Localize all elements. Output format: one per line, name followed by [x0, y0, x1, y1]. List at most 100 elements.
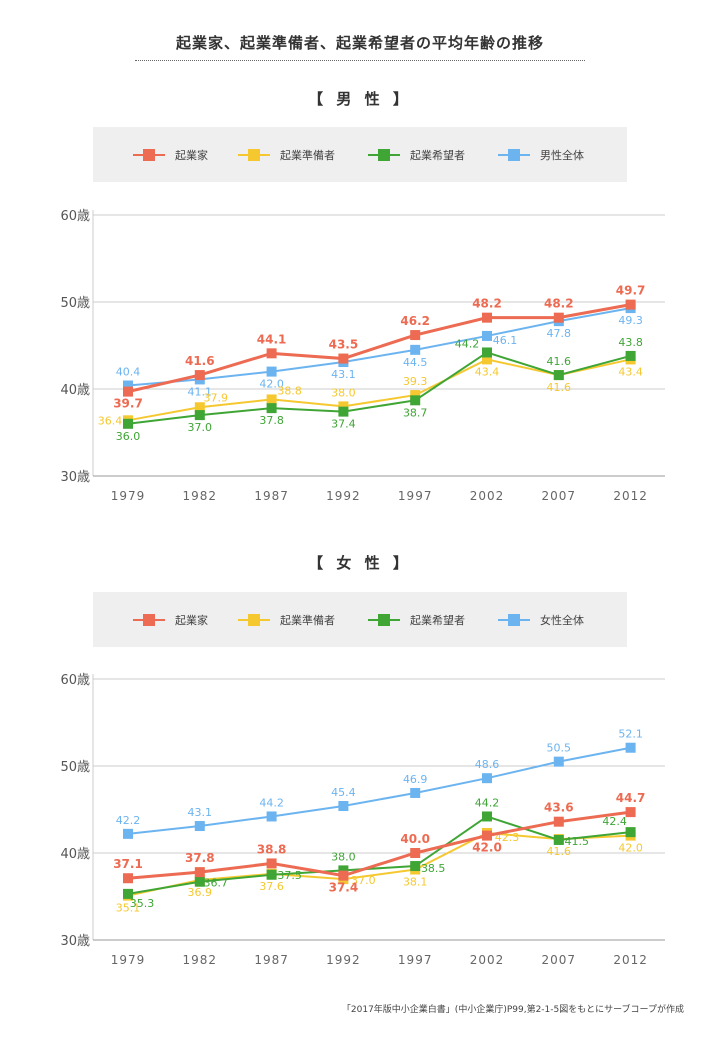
- data-point: [266, 348, 277, 359]
- data-label: 42.4: [602, 815, 627, 828]
- y-tick-label: 40歳: [60, 847, 90, 862]
- data-point: [625, 827, 636, 838]
- data-label: 42.0: [259, 378, 284, 391]
- data-label: 48.2: [472, 297, 502, 311]
- x-tick-label: 1979: [111, 489, 146, 503]
- y-tick-label: 50歳: [60, 296, 90, 311]
- data-label: 38.0: [331, 850, 356, 863]
- data-label: 41.6: [547, 845, 572, 858]
- data-point: [194, 867, 205, 878]
- data-point: [410, 344, 421, 355]
- series-女性全体: 42.2 43.1 44.2 45.4 46.9 48.6 50.5 52.1: [116, 728, 643, 839]
- legend-label: 女性全体: [540, 614, 584, 627]
- data-point: [123, 873, 133, 884]
- data-point: [194, 410, 205, 421]
- data-label: 37.0: [188, 421, 213, 434]
- data-label: 37.9: [204, 391, 229, 404]
- data-point: [266, 394, 277, 405]
- data-point: [266, 403, 277, 414]
- data-point: [553, 756, 564, 767]
- data-point: [410, 395, 421, 406]
- data-label: 37.5: [277, 869, 302, 882]
- data-label: 39.3: [403, 375, 428, 388]
- legend-label: 起業準備者: [280, 614, 335, 627]
- legend-item: 起業希望者: [368, 612, 465, 628]
- data-label: 39.7: [113, 397, 143, 411]
- legend-label: 起業希望者: [410, 149, 465, 162]
- data-label: 38.7: [403, 406, 428, 419]
- x-tick-label: 1982: [183, 953, 218, 967]
- data-label: 47.8: [547, 327, 572, 340]
- data-label: 43.5: [329, 338, 359, 352]
- page-title: 起業家、起業準備者、起業希望者の平均年齢の推移: [175, 34, 544, 52]
- data-point: [482, 830, 492, 841]
- legend-marker-icon: [133, 614, 165, 626]
- data-label: 44.2: [455, 337, 480, 350]
- data-point: [410, 861, 421, 872]
- female-chart-title: 【 女 性 】: [308, 554, 412, 572]
- legend-label: 起業準備者: [280, 149, 335, 162]
- data-point: [625, 299, 636, 310]
- data-label: 37.4: [329, 881, 359, 895]
- data-point: [123, 828, 133, 839]
- data-point: [482, 773, 492, 784]
- data-label: 44.2: [259, 796, 284, 809]
- legend-label: 男性全体: [540, 149, 584, 162]
- data-point: [194, 370, 205, 381]
- data-label: 40.4: [116, 366, 141, 379]
- data-label: 38.5: [421, 862, 446, 875]
- data-label: 37.4: [331, 418, 356, 431]
- source-note: 「2017年版中小企業白書」(中小企業庁)P99,第2-1-5図をもとにサーブコ…: [341, 1005, 684, 1015]
- title-divider: [135, 60, 585, 61]
- data-label: 37.0: [351, 874, 376, 887]
- data-label: 42.0: [472, 841, 502, 855]
- series-line: [127, 303, 631, 394]
- data-label: 37.8: [185, 851, 215, 865]
- y-tick-label: 50歳: [60, 760, 90, 775]
- x-tick-label: 2002: [470, 489, 505, 503]
- legend-marker-icon: [238, 149, 270, 161]
- data-point: [338, 865, 349, 876]
- data-label: 44.7: [616, 791, 646, 805]
- data-point: [482, 312, 492, 323]
- data-label: 41.6: [185, 354, 215, 368]
- data-point: [123, 418, 133, 429]
- data-point: [553, 834, 564, 845]
- data-label: 43.8: [618, 336, 643, 349]
- x-tick-label: 1979: [111, 953, 146, 967]
- male-chart-title: 【 男 性 】: [308, 90, 412, 108]
- male-line-chart: 30歳 40歳 50歳 60歳 1979 1982 1987 1992 1997 2002 2007…: [60, 209, 665, 503]
- x-tick-label: 1982: [183, 489, 218, 503]
- data-label: 38.1: [403, 876, 428, 889]
- legend-item: 起業希望者: [368, 147, 465, 163]
- data-label: 48.6: [475, 758, 500, 771]
- legend-marker-icon: [368, 614, 400, 626]
- data-point: [482, 330, 492, 341]
- data-point: [410, 390, 421, 401]
- series-line: [127, 351, 631, 425]
- data-label: 43.6: [544, 801, 574, 815]
- data-label: 48.2: [544, 297, 574, 311]
- y-tick-label: 30歳: [60, 470, 90, 485]
- data-label: 43.4: [618, 365, 643, 378]
- data-point: [266, 366, 277, 377]
- data-label: 41.1: [188, 385, 213, 398]
- data-point: [338, 870, 349, 881]
- data-label: 43.1: [331, 368, 356, 381]
- data-point: [338, 353, 349, 364]
- data-point: [123, 888, 133, 899]
- data-label: 50.5: [547, 742, 572, 755]
- legend-label: 起業家: [175, 614, 208, 627]
- data-point: [123, 386, 133, 397]
- legend-marker-icon: [368, 149, 400, 161]
- data-label: 36.4: [98, 414, 123, 427]
- series-起業家: 39.7 41.6 44.1 43.5 46.2 48.2 48.2 49.7: [113, 284, 645, 411]
- legend-marker-icon: [238, 614, 270, 626]
- data-point: [194, 402, 205, 413]
- data-label: 36.0: [116, 430, 141, 443]
- data-point: [625, 742, 636, 753]
- data-point: [338, 406, 349, 417]
- data-label: 42.0: [618, 842, 643, 855]
- series-起業希望者: 35.3 36.7 37.5 38.0 38.5 44.2 41.5 42.4: [123, 796, 636, 910]
